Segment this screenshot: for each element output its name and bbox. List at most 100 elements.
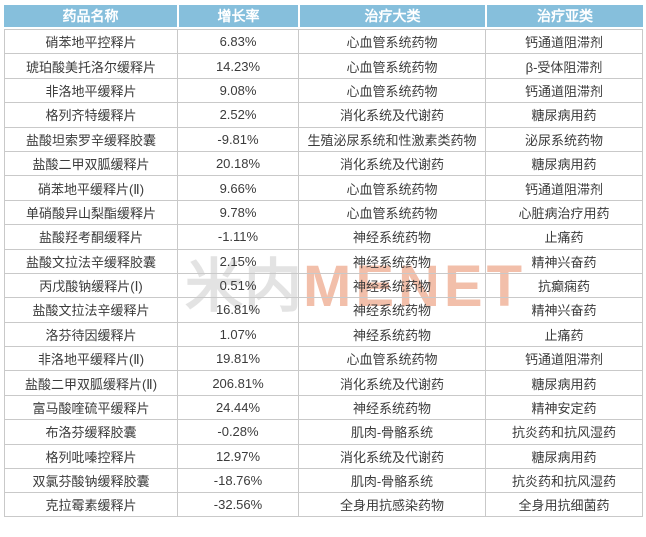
table-row: 格列吡嗪控释片 12.97% 消化系统及代谢药 糖尿病用药	[4, 443, 643, 469]
cell-growth-rate: -18.76%	[177, 468, 298, 493]
cell-drug-name: 盐酸二甲双胍缓释片	[4, 150, 177, 176]
table-header-row: 药品名称 增长率 治疗大类 治疗亚类	[4, 5, 643, 29]
header-growth-rate: 增长率	[177, 5, 298, 29]
table-row: 硝苯地平控释片 6.83% 心血管系统药物 钙通道阻滞剂	[4, 29, 643, 54]
cell-growth-rate: 20.18%	[177, 150, 298, 176]
cell-growth-rate: 12.97%	[177, 443, 298, 469]
cell-major-class: 神经系统药物	[298, 224, 485, 249]
cell-major-class: 心血管系统药物	[298, 53, 485, 78]
cell-sub-class: 抗炎药和抗风湿药	[485, 419, 643, 444]
cell-drug-name: 盐酸二甲双胍缓释片(Ⅱ)	[4, 370, 177, 395]
cell-drug-name: 盐酸文拉法辛缓释片	[4, 297, 177, 322]
cell-drug-name: 洛芬待因缓释片	[4, 321, 177, 347]
table-row: 琥珀酸美托洛尔缓释片 14.23% 心血管系统药物 β-受体阻滞剂	[4, 53, 643, 78]
cell-major-class: 神经系统药物	[298, 297, 485, 322]
cell-growth-rate: -0.28%	[177, 419, 298, 444]
cell-major-class: 生殖泌尿系统和性激素类药物	[298, 126, 485, 151]
table-row: 盐酸坦索罗辛缓释胶囊 -9.81% 生殖泌尿系统和性激素类药物 泌尿系统药物	[4, 126, 643, 151]
table-row: 盐酸羟考酮缓释片 -1.11% 神经系统药物 止痛药	[4, 224, 643, 249]
cell-growth-rate: 9.78%	[177, 199, 298, 225]
table-body: 硝苯地平控释片 6.83% 心血管系统药物 钙通道阻滞剂 琥珀酸美托洛尔缓释片 14.23…	[4, 29, 643, 517]
header-drug-name: 药品名称	[4, 5, 177, 29]
table-row: 盐酸二甲双胍缓释片(Ⅱ) 206.81% 消化系统及代谢药 糖尿病用药	[4, 370, 643, 395]
table-row: 盐酸文拉法辛缓释胶囊 2.15% 神经系统药物 精神兴奋药	[4, 248, 643, 273]
cell-sub-class: 全身用抗细菌药	[485, 492, 643, 517]
table-row: 洛芬待因缓释片 1.07% 神经系统药物 止痛药	[4, 321, 643, 347]
cell-major-class: 心血管系统药物	[298, 77, 485, 103]
cell-sub-class: 糖尿病用药	[485, 102, 643, 127]
cell-drug-name: 格列吡嗪控释片	[4, 443, 177, 469]
cell-major-class: 消化系统及代谢药	[298, 443, 485, 469]
cell-drug-name: 双氯芬酸钠缓释胶囊	[4, 468, 177, 493]
cell-growth-rate: 206.81%	[177, 370, 298, 395]
cell-sub-class: 抗炎药和抗风湿药	[485, 468, 643, 493]
cell-drug-name: 盐酸坦索罗辛缓释胶囊	[4, 126, 177, 151]
header-major-class: 治疗大类	[298, 5, 485, 29]
cell-major-class: 神经系统药物	[298, 248, 485, 273]
cell-drug-name: 富马酸喹硫平缓释片	[4, 394, 177, 420]
cell-drug-name: 盐酸文拉法辛缓释胶囊	[4, 248, 177, 273]
table-row: 盐酸文拉法辛缓释片 16.81% 神经系统药物 精神兴奋药	[4, 297, 643, 322]
table-row: 硝苯地平缓释片(Ⅱ) 9.66% 心血管系统药物 钙通道阻滞剂	[4, 175, 643, 200]
cell-drug-name: 盐酸羟考酮缓释片	[4, 224, 177, 249]
table-row: 盐酸二甲双胍缓释片 20.18% 消化系统及代谢药 糖尿病用药	[4, 150, 643, 176]
cell-growth-rate: -1.11%	[177, 224, 298, 249]
table-row: 单硝酸异山梨酯缓释片 9.78% 心血管系统药物 心脏病治疗用药	[4, 199, 643, 225]
cell-growth-rate: 0.51%	[177, 272, 298, 298]
cell-drug-name: 克拉霉素缓释片	[4, 492, 177, 517]
cell-sub-class: 抗癫痫药	[485, 272, 643, 298]
cell-growth-rate: 2.15%	[177, 248, 298, 273]
cell-sub-class: 糖尿病用药	[485, 150, 643, 176]
cell-sub-class: 止痛药	[485, 321, 643, 347]
cell-growth-rate: -32.56%	[177, 492, 298, 517]
cell-growth-rate: 24.44%	[177, 394, 298, 420]
cell-major-class: 神经系统药物	[298, 321, 485, 347]
cell-growth-rate: 2.52%	[177, 102, 298, 127]
cell-major-class: 消化系统及代谢药	[298, 150, 485, 176]
cell-sub-class: β-受体阻滞剂	[485, 53, 643, 78]
cell-sub-class: 精神兴奋药	[485, 297, 643, 322]
cell-growth-rate: 14.23%	[177, 53, 298, 78]
cell-drug-name: 单硝酸异山梨酯缓释片	[4, 199, 177, 225]
cell-growth-rate: 19.81%	[177, 346, 298, 371]
cell-growth-rate: 16.81%	[177, 297, 298, 322]
cell-drug-name: 琥珀酸美托洛尔缓释片	[4, 53, 177, 78]
cell-drug-name: 非洛地平缓释片	[4, 77, 177, 103]
drug-growth-table: 药品名称 增长率 治疗大类 治疗亚类 硝苯地平控释片 6.83% 心血管系统药物 钙通…	[4, 5, 643, 517]
cell-major-class: 肌肉-骨骼系统	[298, 468, 485, 493]
cell-growth-rate: -9.81%	[177, 126, 298, 151]
cell-sub-class: 止痛药	[485, 224, 643, 249]
cell-major-class: 神经系统药物	[298, 394, 485, 420]
cell-sub-class: 钙通道阻滞剂	[485, 346, 643, 371]
cell-sub-class: 泌尿系统药物	[485, 126, 643, 151]
cell-drug-name: 硝苯地平控释片	[4, 29, 177, 54]
header-sub-class: 治疗亚类	[485, 5, 643, 29]
cell-drug-name: 硝苯地平缓释片(Ⅱ)	[4, 175, 177, 200]
cell-sub-class: 糖尿病用药	[485, 443, 643, 469]
table-row: 非洛地平缓释片 9.08% 心血管系统药物 钙通道阻滞剂	[4, 77, 643, 103]
cell-sub-class: 精神兴奋药	[485, 248, 643, 273]
cell-drug-name: 格列齐特缓释片	[4, 102, 177, 127]
cell-sub-class: 精神安定药	[485, 394, 643, 420]
cell-major-class: 全身用抗感染药物	[298, 492, 485, 517]
cell-sub-class: 糖尿病用药	[485, 370, 643, 395]
cell-major-class: 消化系统及代谢药	[298, 102, 485, 127]
cell-drug-name: 非洛地平缓释片(Ⅱ)	[4, 346, 177, 371]
cell-sub-class: 钙通道阻滞剂	[485, 29, 643, 54]
cell-drug-name: 布洛芬缓释胶囊	[4, 419, 177, 444]
cell-sub-class: 钙通道阻滞剂	[485, 175, 643, 200]
table-row: 布洛芬缓释胶囊 -0.28% 肌肉-骨骼系统 抗炎药和抗风湿药	[4, 419, 643, 444]
cell-growth-rate: 9.66%	[177, 175, 298, 200]
table-row: 双氯芬酸钠缓释胶囊 -18.76% 肌肉-骨骼系统 抗炎药和抗风湿药	[4, 468, 643, 493]
cell-major-class: 心血管系统药物	[298, 175, 485, 200]
table-row: 克拉霉素缓释片 -32.56% 全身用抗感染药物 全身用抗细菌药	[4, 492, 643, 517]
cell-growth-rate: 1.07%	[177, 321, 298, 347]
cell-drug-name: 丙戊酸钠缓释片(Ⅰ)	[4, 272, 177, 298]
table-row: 丙戊酸钠缓释片(Ⅰ) 0.51% 神经系统药物 抗癫痫药	[4, 272, 643, 298]
cell-growth-rate: 6.83%	[177, 29, 298, 54]
cell-major-class: 肌肉-骨骼系统	[298, 419, 485, 444]
table-row: 非洛地平缓释片(Ⅱ) 19.81% 心血管系统药物 钙通道阻滞剂	[4, 346, 643, 371]
table-row: 格列齐特缓释片 2.52% 消化系统及代谢药 糖尿病用药	[4, 102, 643, 127]
cell-growth-rate: 9.08%	[177, 77, 298, 103]
